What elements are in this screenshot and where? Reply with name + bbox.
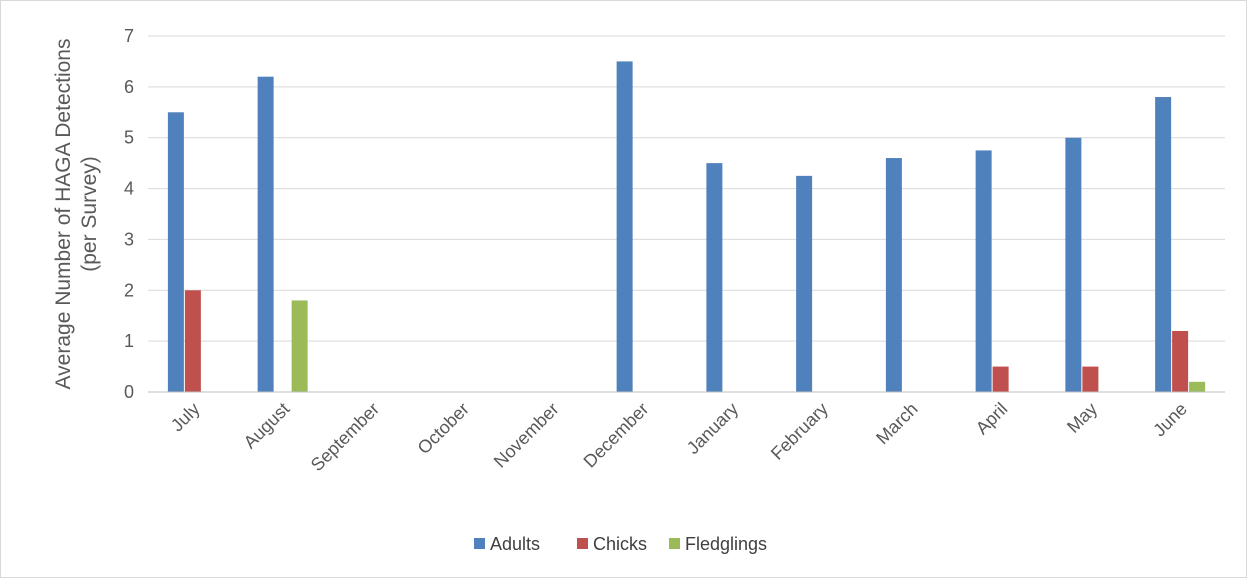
legend-swatch xyxy=(669,538,680,549)
bar-adults-february xyxy=(796,175,813,392)
x-tick-label: March xyxy=(872,399,922,449)
x-tick-label: October xyxy=(414,399,473,458)
bar-adults-august xyxy=(257,76,274,392)
gridlines xyxy=(148,35,1225,342)
bar-chicks-may xyxy=(1082,366,1099,392)
y-tick-label: 3 xyxy=(124,229,134,249)
x-tick-label: September xyxy=(307,399,383,475)
y-tick-label: 4 xyxy=(124,179,134,199)
bar-adults-april xyxy=(975,150,992,392)
y-tick-label: 2 xyxy=(124,280,134,300)
bar-fledglings-august xyxy=(291,300,308,392)
legend-item-adults: Adults xyxy=(474,534,540,554)
y-tick-label: 1 xyxy=(124,331,134,351)
x-tick-label: November xyxy=(490,399,563,472)
y-axis-title-line-2: (per Survey) xyxy=(78,156,101,272)
legend: Adults Chicks Fledglings xyxy=(474,534,767,554)
bar-adults-july xyxy=(167,112,184,393)
legend-label: Fledglings xyxy=(685,534,767,554)
bar-adults-january xyxy=(706,163,723,392)
legend-label: Adults xyxy=(490,534,540,554)
y-tick-label: 5 xyxy=(124,128,134,148)
legend-swatch xyxy=(577,538,588,549)
bars xyxy=(167,61,1206,393)
legend-swatch xyxy=(474,538,485,549)
bar-adults-june xyxy=(1155,97,1172,393)
bar-chicks-april xyxy=(992,366,1009,392)
y-tick-label: 6 xyxy=(124,77,134,97)
bar-adults-may xyxy=(1065,137,1082,392)
y-axis-title-line-1: Average Number of HAGA Detections xyxy=(52,39,75,390)
legend-label: Chicks xyxy=(593,534,647,554)
x-tick-label: May xyxy=(1063,399,1101,437)
bar-adults-december xyxy=(616,61,633,393)
y-tick-labels: 0 1 2 3 4 5 6 7 xyxy=(124,26,134,402)
legend-item-chicks: Chicks xyxy=(577,534,647,554)
bar-adults-march xyxy=(885,158,902,392)
legend-item-fledglings: Fledglings xyxy=(669,534,767,554)
x-tick-label: December xyxy=(580,399,653,472)
y-tick-label: 0 xyxy=(124,382,134,402)
x-tick-label: February xyxy=(767,399,832,464)
x-tick-labels: July August September October November Decemb… xyxy=(167,399,1191,475)
y-tick-label: 7 xyxy=(124,26,134,46)
x-tick-label: June xyxy=(1149,399,1191,441)
x-tick-label: August xyxy=(240,399,294,453)
x-tick-label: January xyxy=(683,399,742,458)
x-tick-label: July xyxy=(167,399,204,436)
bar-chicks-june xyxy=(1172,330,1189,392)
bar-chicks-july xyxy=(184,290,201,392)
bar-fledglings-june xyxy=(1189,381,1206,392)
x-tick-label: April xyxy=(972,399,1012,439)
